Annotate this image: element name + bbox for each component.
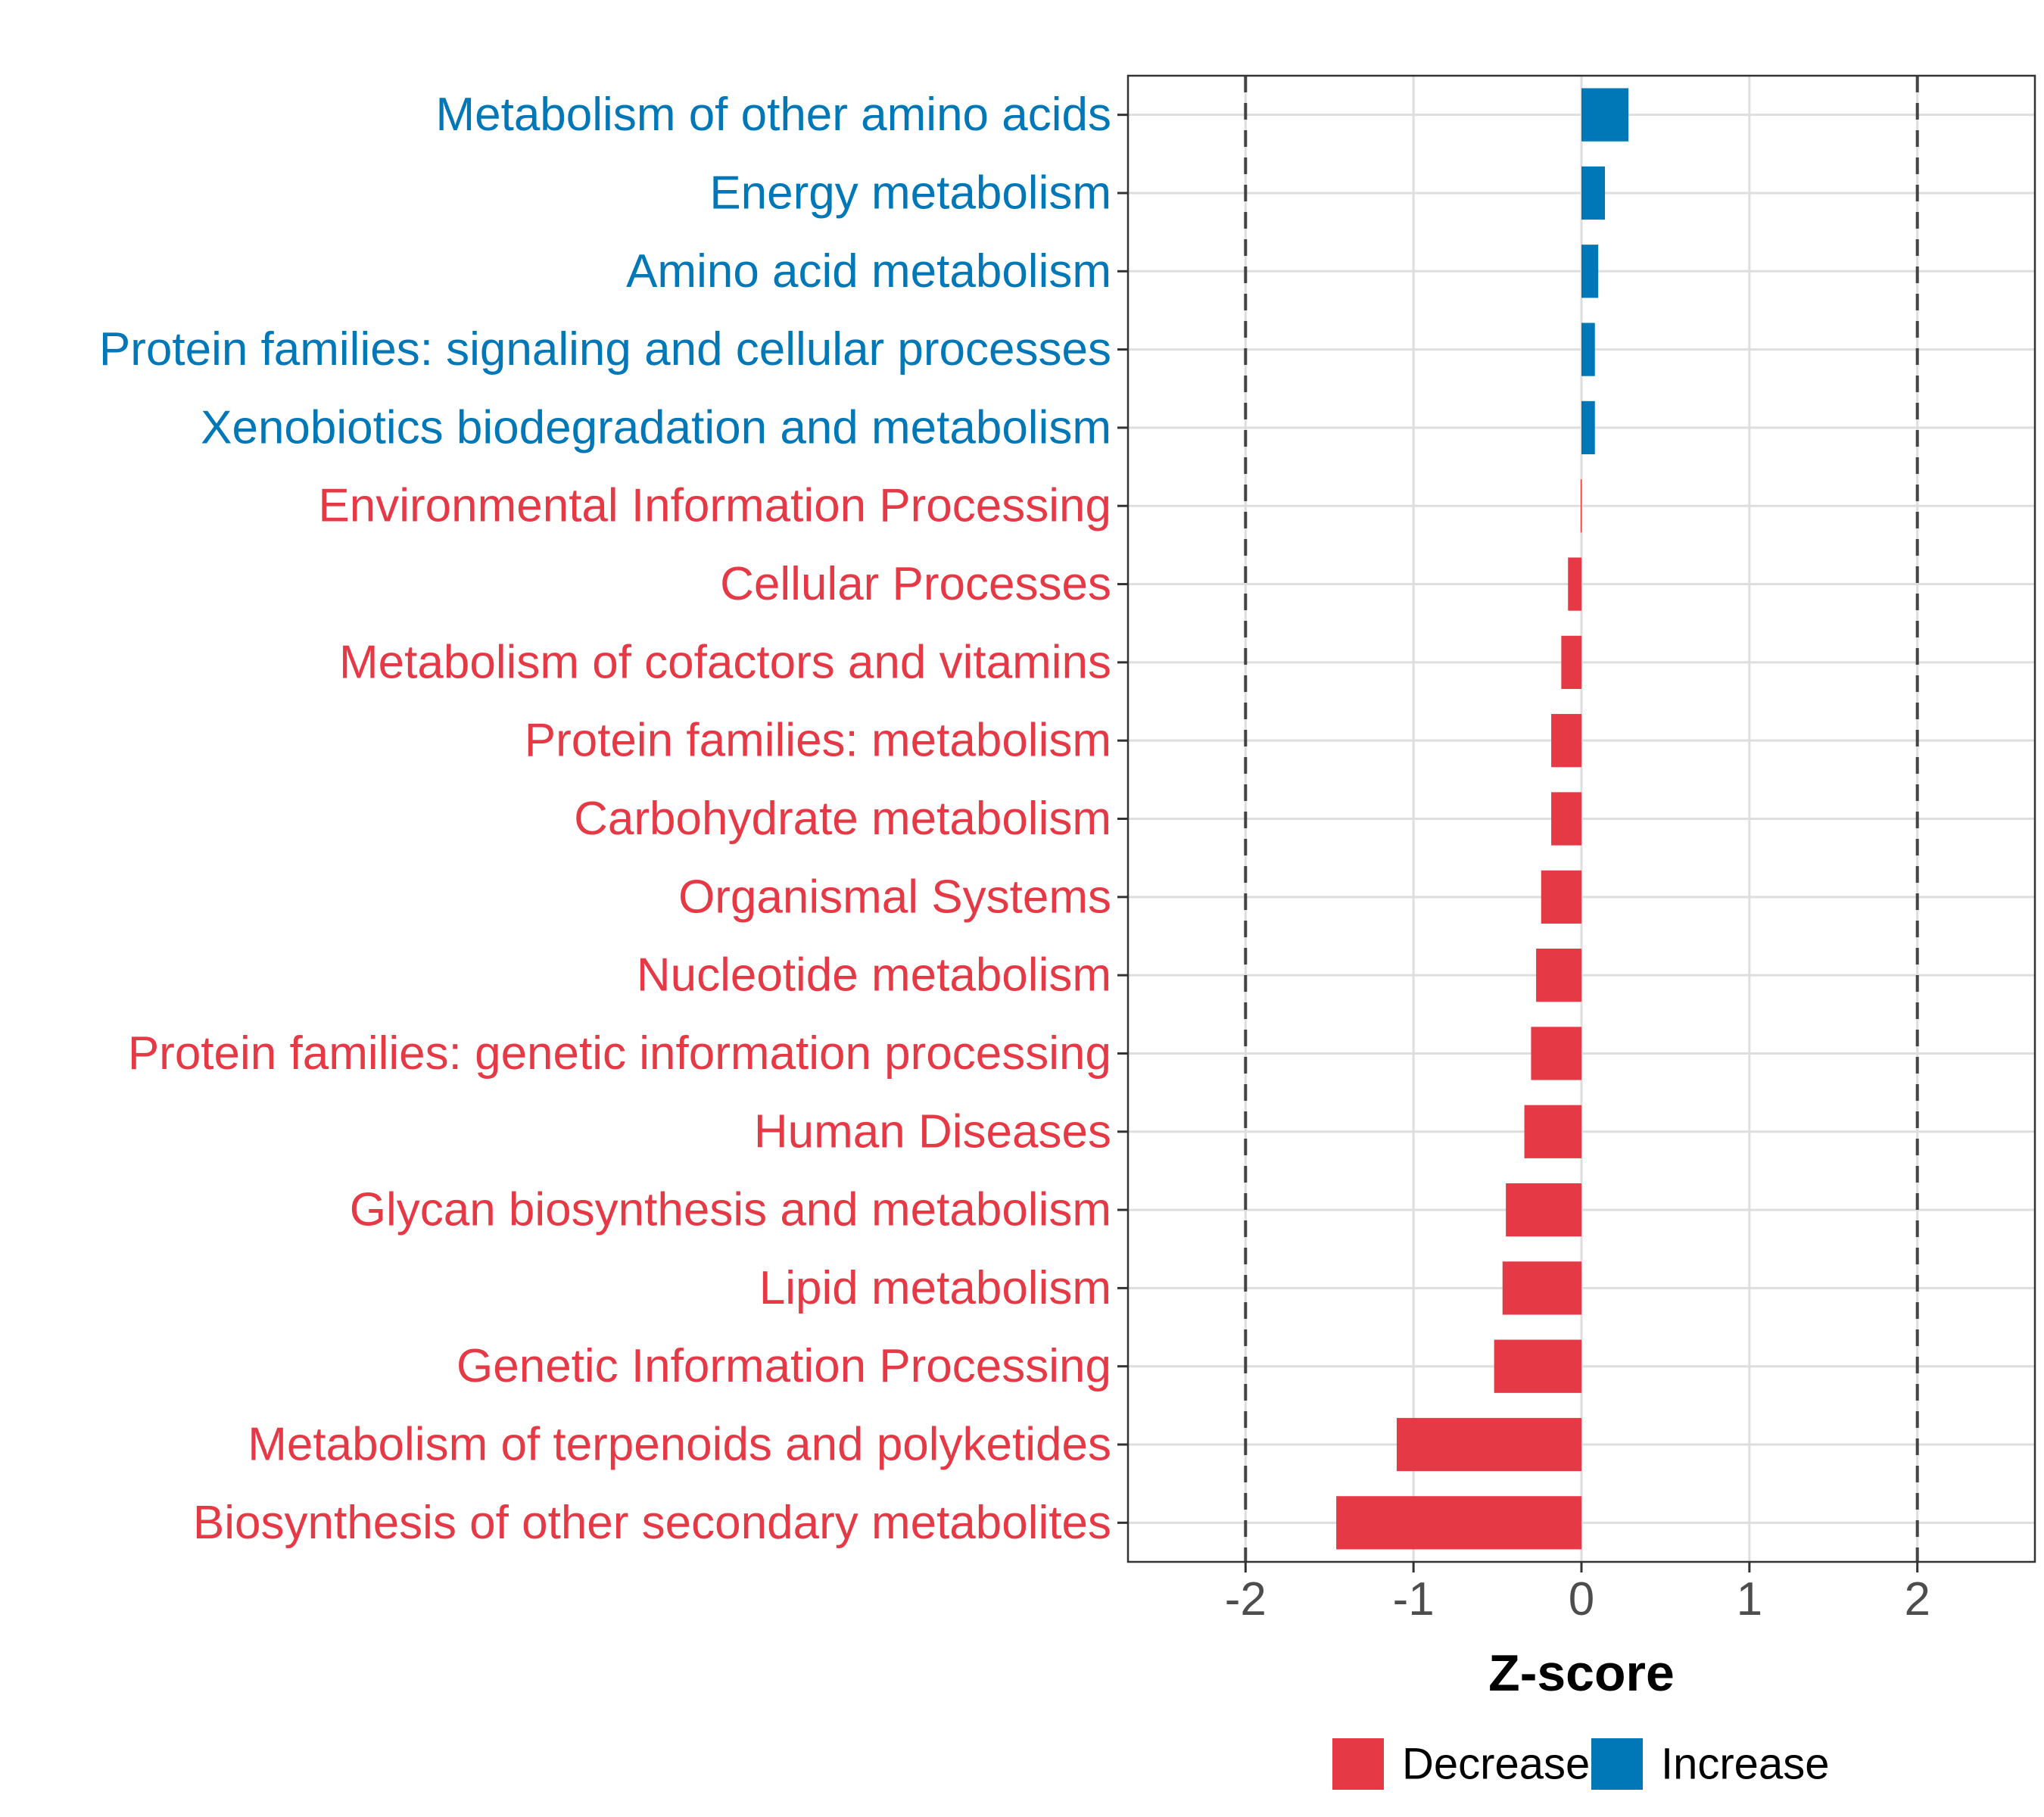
- bar-0: [1581, 88, 1629, 142]
- bar-1: [1581, 166, 1606, 220]
- bar-18: [1336, 1496, 1581, 1550]
- x-tick-label-1: -1: [1393, 1573, 1435, 1625]
- x-axis: -2 -1 0 1 2: [1225, 1562, 1930, 1625]
- x-tick-label-4: 2: [1904, 1573, 1930, 1625]
- legend-swatch-increase: [1591, 1738, 1643, 1790]
- bar-6: [1568, 557, 1581, 611]
- bar-9: [1551, 792, 1581, 846]
- bar-13: [1524, 1105, 1581, 1158]
- bar-14: [1506, 1183, 1581, 1237]
- category-label-8: Protein families: metabolism: [525, 715, 1111, 767]
- x-axis-title: Z-score: [1488, 1644, 1675, 1702]
- legend-label-decrease: Decrease: [1402, 1740, 1590, 1789]
- bar-12: [1531, 1027, 1581, 1080]
- category-label-18: Biosynthesis of other secondary metaboli…: [193, 1497, 1111, 1549]
- y-axis: Metabolism of other amino acids Energy me…: [99, 89, 1128, 1549]
- category-label-5: Environmental Information Processing: [318, 480, 1111, 532]
- category-label-11: Nucleotide metabolism: [637, 949, 1111, 1002]
- bar-4: [1581, 400, 1595, 455]
- category-label-9: Carbohydrate metabolism: [574, 793, 1111, 845]
- x-tick-label-3: 1: [1737, 1573, 1762, 1625]
- category-label-7: Metabolism of cofactors and vitamins: [339, 636, 1111, 688]
- bars: [1336, 88, 1629, 1550]
- bar-16: [1494, 1339, 1581, 1393]
- category-label-6: Cellular Processes: [720, 558, 1111, 610]
- category-label-14: Glycan biosynthesis and metabolism: [350, 1184, 1111, 1236]
- category-label-3: Protein families: signaling and cellular…: [99, 323, 1111, 376]
- bar-3: [1581, 323, 1595, 376]
- category-label-4: Xenobiotics biodegradation and metabolis…: [201, 401, 1111, 453]
- category-label-1: Energy metabolism: [709, 167, 1111, 219]
- bar-8: [1551, 714, 1581, 768]
- bar-17: [1396, 1417, 1581, 1472]
- bar-11: [1536, 949, 1581, 1002]
- category-label-17: Metabolism of terpenoids and polyketides: [248, 1419, 1111, 1471]
- legend-label-increase: Increase: [1661, 1740, 1829, 1789]
- x-tick-label-2: 0: [1569, 1573, 1594, 1625]
- bar-2: [1581, 245, 1599, 298]
- reference-lines: [1244, 76, 1919, 1562]
- bar-15: [1502, 1261, 1581, 1315]
- category-label-2: Amino acid metabolism: [626, 245, 1111, 298]
- category-label-0: Metabolism of other amino acids: [435, 89, 1111, 141]
- category-label-10: Organismal Systems: [678, 871, 1111, 923]
- category-label-16: Genetic Information Processing: [456, 1340, 1111, 1392]
- legend: Decrease Increase: [1332, 1738, 1829, 1790]
- bar-5: [1580, 479, 1582, 533]
- x-tick-label-0: -2: [1225, 1573, 1267, 1625]
- bar-7: [1561, 635, 1581, 689]
- category-label-13: Human Diseases: [754, 1105, 1111, 1158]
- category-label-15: Lipid metabolism: [759, 1262, 1111, 1314]
- legend-swatch-decrease: [1332, 1738, 1384, 1790]
- category-label-12: Protein families: genetic information pr…: [128, 1027, 1111, 1080]
- bar-10: [1541, 870, 1581, 924]
